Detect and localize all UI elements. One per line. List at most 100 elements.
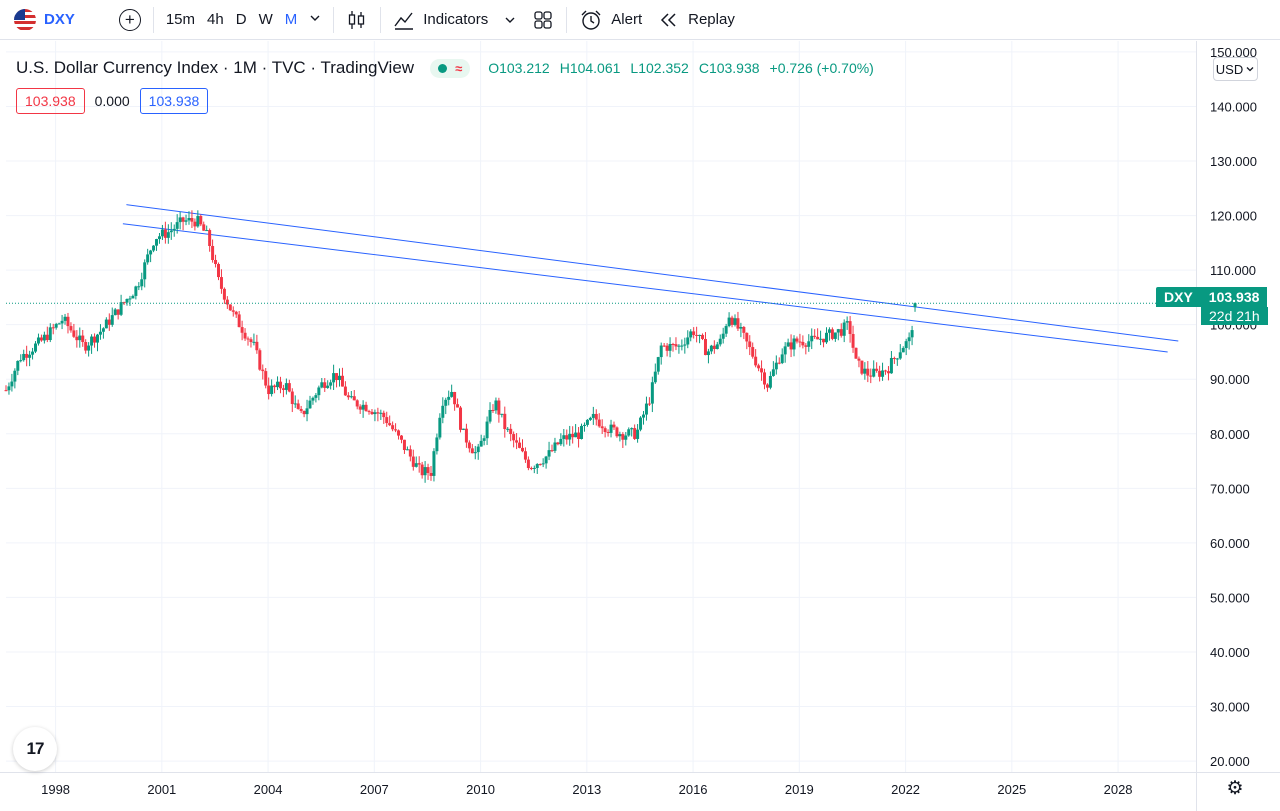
candle-body [727,317,731,327]
candle-body [326,385,330,388]
time-tick-label: 2016 [679,782,708,797]
candle-body [10,381,14,387]
candle-body [506,428,510,430]
candle-body [786,342,790,347]
candle-body [618,434,622,437]
candle-body [509,428,513,435]
candle-body [630,428,634,430]
candle-body [228,304,232,311]
layouts-button[interactable] [524,0,562,40]
candle-body [701,334,705,339]
candle-body [370,411,374,415]
market-status-badge[interactable]: ≈ [430,58,471,78]
interval-4h[interactable]: 4h [207,11,224,28]
candle-body [878,370,882,377]
candle-body [184,220,188,222]
candle-body [518,442,522,448]
candle-body [718,338,722,345]
candle-body [706,351,710,356]
candle-body [281,388,285,390]
price-tick-label: 50.000 [1210,590,1250,605]
candle-body [698,334,702,336]
candle-body [225,299,229,305]
candle-body [712,345,716,350]
candle-body [335,373,339,381]
candle-body [249,339,253,343]
chart-type-button[interactable] [338,0,376,40]
candle-body [308,400,312,409]
candle-body [196,216,200,227]
time-tick-label: 2001 [147,782,176,797]
indicators-dropdown-button[interactable] [496,0,524,40]
tradingview-logo-icon[interactable]: 17 [13,727,57,771]
candle-body [736,318,740,329]
candle-body [438,417,442,438]
candle-body [72,330,76,337]
grid-layout-icon [534,10,552,29]
symbol-search-button[interactable]: DXY [0,0,83,40]
currency-selector[interactable]: USD [1213,57,1258,81]
candle-body [644,403,648,415]
candle-body [4,390,8,392]
candle-body [51,327,55,329]
ohlc-values: O103.212 H104.061 L102.352 C103.938 +0.7… [488,60,874,76]
candle-body [22,353,26,361]
candle-body [116,309,120,315]
indicators-button[interactable]: Indicators [385,0,496,40]
candle-body [287,383,291,392]
candle-body [686,337,690,345]
candle-body [255,341,259,351]
price-tick-label: 80.000 [1210,427,1250,442]
price-tag-symbol: DXY [1156,287,1201,307]
interval-15m[interactable]: 15m [165,11,196,28]
interval-d[interactable]: D [235,11,247,28]
interval-w[interactable]: W [258,11,273,28]
candle-body [332,373,336,383]
chevron-down-icon[interactable] [303,11,327,28]
candle-body [113,309,117,316]
candle-body [824,332,828,343]
time-scale-labels: 1998 2001 2004 2007 2010 2013 2016 2019 2022 2025… [41,782,1132,797]
candle-body [423,467,427,476]
replay-button[interactable]: Replay [650,0,743,40]
chart-area[interactable]: 150.000 140.000 130.000 120.000 110.000 100.0… [0,41,1280,811]
gear-icon[interactable]: ⚙ [1226,777,1244,799]
candle-body [57,323,61,325]
chevron-down-icon [505,17,515,23]
candle-body [217,264,220,278]
alert-button[interactable]: Alert [571,0,650,40]
candle-body [219,277,223,289]
candle-body [895,358,899,360]
candle-body [169,230,173,233]
candle-body [444,399,448,406]
candle-body [293,403,297,405]
price-chart[interactable]: 150.000140.000130.000120.000110.000100.0… [0,41,1280,811]
candle-body [479,440,483,447]
candle-body [417,463,421,465]
candle-body [172,228,176,231]
indicators-icon [394,12,414,30]
candle-body [683,344,687,346]
candle-body [264,371,268,386]
candle-body [553,442,557,451]
candle-body [763,372,767,385]
candle-body [66,316,70,327]
candle-body [28,354,32,358]
candles [4,210,917,483]
interval-m[interactable]: M [284,11,298,28]
candle-body [461,428,465,430]
price-tick-label: 30.000 [1210,700,1250,715]
candle-body [647,403,651,405]
candle-body [34,343,38,352]
candle-body [199,216,203,225]
candle-body [388,423,392,426]
time-tick-label: 2025 [997,782,1026,797]
candle-body [78,335,82,341]
candle-body [134,286,138,296]
candle-body [715,344,719,350]
candle-body [349,396,353,398]
candle-body [131,295,135,299]
candle-body [19,360,23,362]
candle-body [157,236,161,240]
compare-symbol-button[interactable]: + [111,0,149,40]
